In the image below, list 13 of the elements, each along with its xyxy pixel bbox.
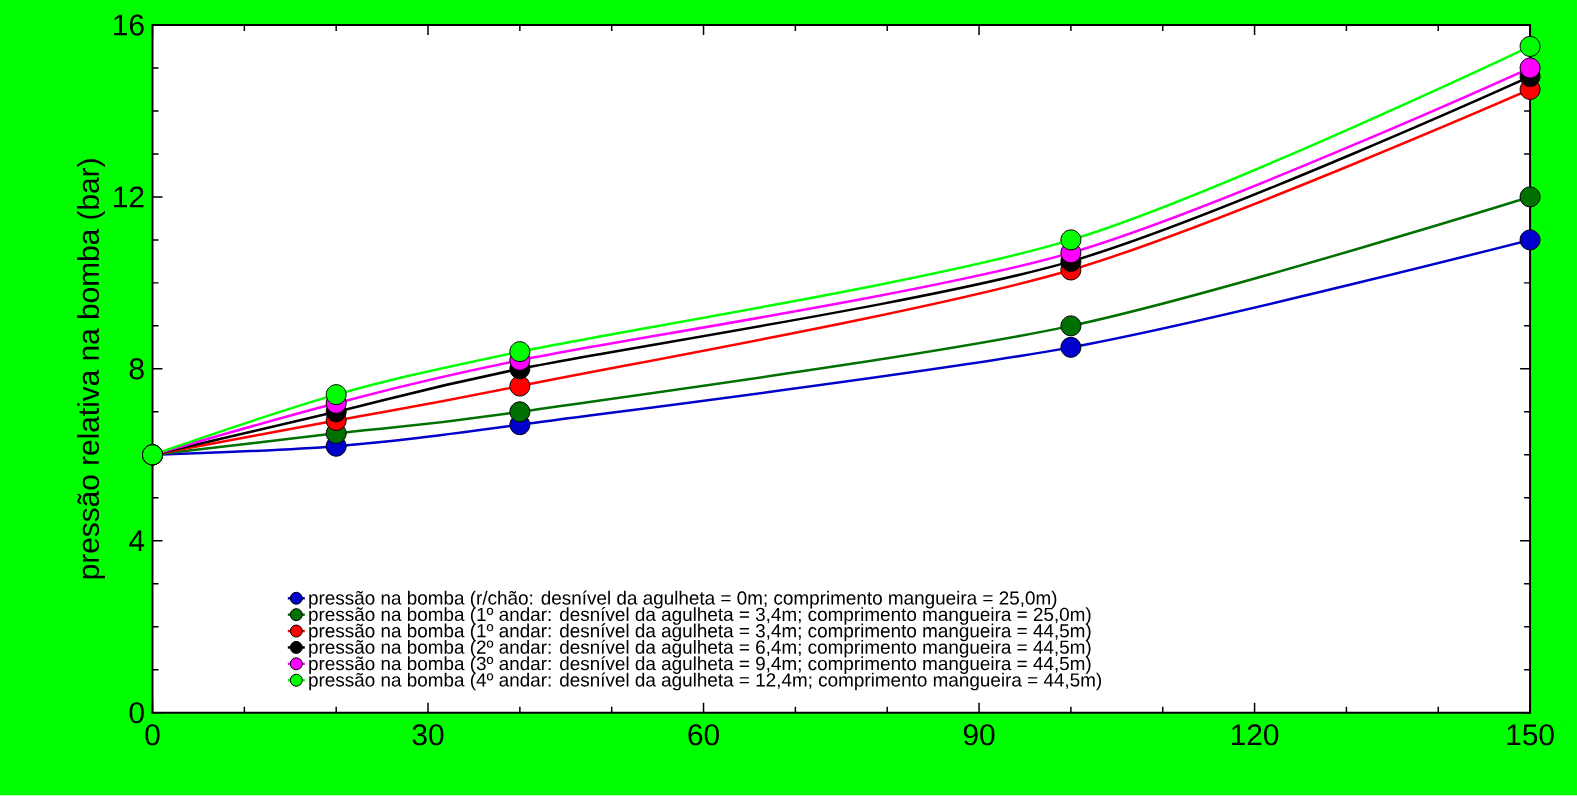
x-tick-label: 60 <box>688 724 719 746</box>
y-tick-label: 12 <box>114 186 144 208</box>
x-tick-label: 0 <box>145 724 160 746</box>
legend-label: pressão na bomba (4º andar: desnível da agulheta = 12,4m; comprimento mangueira = 44,5m) <box>309 672 1102 691</box>
x-tick-label: 120 <box>1231 724 1279 746</box>
x-tick-label: 90 <box>963 724 995 746</box>
y-tick-label: 4 <box>129 530 145 552</box>
x-tick-label: 150 <box>1507 724 1554 746</box>
y-tick-label: 16 <box>114 14 144 36</box>
x-tick-label: 30 <box>412 724 444 746</box>
y-tick-label: 0 <box>129 702 144 724</box>
y-axis-title: pressão relativa na bomba (bar) <box>77 159 105 579</box>
y-tick-label: 8 <box>129 358 144 380</box>
